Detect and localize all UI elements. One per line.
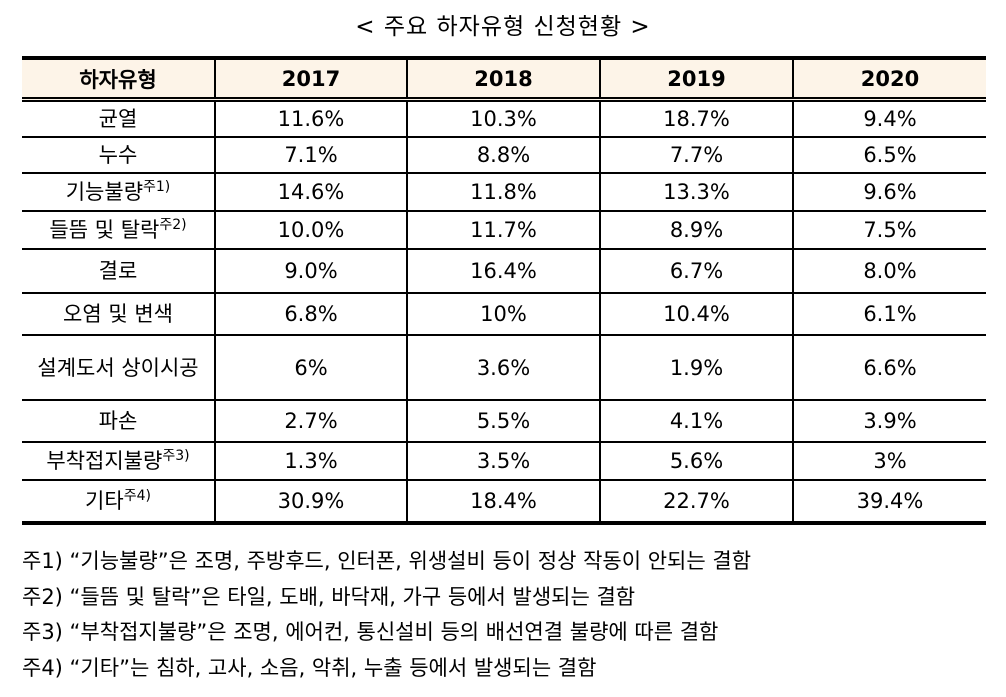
table-row: 파손 2.7% 5.5% 4.1% 3.9%	[22, 399, 986, 443]
defect-type-label: 파손	[98, 409, 138, 433]
header-year-2020: 2020	[792, 56, 986, 102]
cell-value: 1.3%	[214, 441, 408, 481]
cell-value: 10.3%	[406, 98, 601, 138]
table-row: 기능불량주1) 14.6% 11.8% 13.3% 9.6%	[22, 172, 986, 212]
table-row: 부착접지불량주3) 1.3% 3.5% 5.6% 3%	[22, 441, 986, 481]
table-row: 들뜸 및 탈락주2) 10.0% 11.7% 8.9% 7.5%	[22, 210, 986, 250]
cell-value: 39.4%	[792, 479, 986, 525]
cell-value: 10.0%	[214, 210, 408, 250]
footnote-1: 주1) “기능불량”은 조명, 주방후드, 인터폰, 위생설비 등이 정상 작동…	[22, 549, 752, 573]
cell-value: 9.0%	[214, 248, 408, 294]
cell-value: 18.7%	[599, 98, 794, 138]
defect-type-label: 들뜸 및 탈락	[49, 218, 160, 242]
footnote-marker: 주4)	[123, 488, 151, 504]
defect-type-label: 기능불량	[65, 180, 144, 204]
defect-type-table: 하자유형 2017 2018 2019 2020 균열 11.6% 10.3% …	[22, 56, 986, 525]
cell-value: 8.0%	[792, 248, 986, 294]
cell-value: 11.7%	[406, 210, 601, 250]
cell-value: 9.6%	[792, 172, 986, 212]
cell-value: 7.1%	[214, 136, 408, 174]
document-title: < 주요 하자유형 신청현황 >	[355, 14, 651, 40]
cell-value: 4.1%	[599, 399, 794, 443]
cell-value: 30.9%	[214, 479, 408, 525]
cell-value: 8.8%	[406, 136, 601, 174]
cell-value: 1.9%	[599, 334, 794, 401]
row-label: 들뜸 및 탈락주2)	[22, 210, 216, 250]
cell-value: 9.4%	[792, 98, 986, 138]
table-row: 누수 7.1% 8.8% 7.7% 6.5%	[22, 136, 986, 174]
row-label: 결로	[22, 248, 216, 294]
footnote-2: 주2) “들뜸 및 탈락”은 타일, 도배, 바닥재, 가구 등에서 발생되는 …	[22, 584, 636, 609]
cell-value: 8.9%	[599, 210, 794, 250]
defect-type-label: 균열	[98, 107, 138, 131]
table-row: 결로 9.0% 16.4% 6.7% 8.0%	[22, 248, 986, 294]
cell-value: 7.5%	[792, 210, 986, 250]
row-label: 파손	[22, 399, 216, 443]
cell-value: 3.6%	[406, 334, 601, 401]
footnote-marker: 주2)	[159, 217, 187, 233]
cell-value: 11.8%	[406, 172, 601, 212]
defect-type-label: 설계도서 상이시공	[37, 355, 199, 380]
footnotes: 주1) “기능불량”은 조명, 주방후드, 인터폰, 위생설비 등이 정상 작동…	[22, 544, 992, 686]
cell-value: 16.4%	[406, 248, 601, 294]
row-label: 오염 및 변색	[22, 292, 216, 336]
row-label: 누수	[22, 136, 216, 174]
defect-type-label: 부착접지불량	[46, 449, 163, 473]
table-row: 오염 및 변색 6.8% 10% 10.4% 6.1%	[22, 292, 986, 336]
cell-value: 2.7%	[214, 399, 408, 443]
defect-type-table-container: 하자유형 2017 2018 2019 2020 균열 11.6% 10.3% …	[22, 56, 986, 525]
header-year-2019: 2019	[599, 56, 794, 102]
defect-type-label: 기타	[85, 489, 124, 513]
table-row: 균열 11.6% 10.3% 18.7% 9.4%	[22, 98, 986, 138]
cell-value: 13.3%	[599, 172, 794, 212]
cell-value: 6.6%	[792, 334, 986, 401]
cell-value: 6.8%	[214, 292, 408, 336]
footnote-3: 주3) “부착접지불량”은 조명, 에어컨, 통신설비 등의 배선연결 불량에 …	[22, 620, 719, 644]
defect-type-label: 오염 및 변색	[63, 302, 173, 326]
cell-value: 3%	[792, 441, 986, 481]
cell-value: 6.5%	[792, 136, 986, 174]
cell-value: 3.9%	[792, 399, 986, 443]
cell-value: 5.6%	[599, 441, 794, 481]
defect-type-label: 누수	[98, 143, 138, 167]
cell-value: 11.6%	[214, 98, 408, 138]
table-row: 설계도서 상이시공 6% 3.6% 1.9% 6.6%	[22, 334, 986, 401]
cell-value: 18.4%	[406, 479, 601, 525]
cell-value: 5.5%	[406, 399, 601, 443]
cell-value: 10%	[406, 292, 601, 336]
header-defect-type: 하자유형	[22, 56, 216, 102]
cell-value: 6.7%	[599, 248, 794, 294]
row-label: 기능불량주1)	[22, 172, 216, 212]
row-label: 부착접지불량주3)	[22, 441, 216, 481]
footnote-4: 주4) “기타”는 침하, 고사, 소음, 악취, 누출 등에서 발생되는 결함	[22, 655, 597, 680]
cell-value: 7.7%	[599, 136, 794, 174]
table-header-row: 하자유형 2017 2018 2019 2020	[22, 56, 986, 102]
header-year-2018: 2018	[406, 56, 601, 102]
cell-value: 22.7%	[599, 479, 794, 525]
cell-value: 14.6%	[214, 172, 408, 212]
cell-value: 6.1%	[792, 292, 986, 336]
row-label: 균열	[22, 98, 216, 138]
cell-value: 10.4%	[599, 292, 794, 336]
footnote-marker: 주1)	[143, 179, 171, 195]
cell-value: 6%	[214, 334, 408, 401]
footnote-marker: 주3)	[162, 448, 190, 464]
cell-value: 3.5%	[406, 441, 601, 481]
row-label: 기타주4)	[22, 479, 216, 525]
header-year-2017: 2017	[214, 56, 408, 102]
defect-type-label: 결로	[98, 259, 138, 283]
table-row: 기타주4) 30.9% 18.4% 22.7% 39.4%	[22, 479, 986, 525]
row-label: 설계도서 상이시공	[22, 334, 216, 401]
